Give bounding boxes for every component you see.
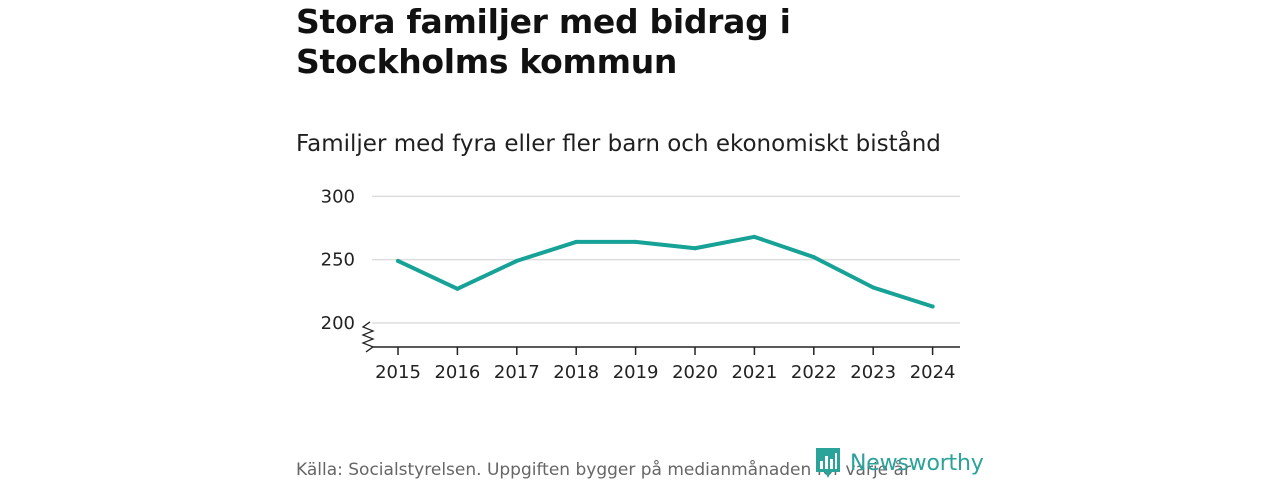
y-axis-labels: 200 250 300 <box>321 186 355 334</box>
axis-break-icon <box>361 321 375 353</box>
y-tick-label: 300 <box>321 186 355 207</box>
x-tick-label: 2019 <box>613 362 659 383</box>
x-tick-label: 2021 <box>731 362 777 383</box>
x-tick-label: 2020 <box>672 362 718 383</box>
series-layer <box>396 234 935 309</box>
data-point <box>811 255 816 260</box>
data-point <box>693 246 697 251</box>
x-tick-label: 2016 <box>434 362 480 383</box>
headline: Stora familjer med bidrag i Stockholms k… <box>296 2 791 81</box>
x-tick-label: 2015 <box>375 362 421 383</box>
data-point <box>514 258 519 263</box>
x-tick-label: 2023 <box>850 362 896 383</box>
data-point <box>752 234 757 239</box>
x-tick-label: 2024 <box>910 362 956 383</box>
data-point <box>633 239 638 244</box>
gridlines <box>372 195 960 324</box>
data-point <box>930 304 935 309</box>
data-point <box>871 285 876 290</box>
newsworthy-logo[interactable]: Newsworthy <box>814 446 984 480</box>
y-tick-label: 250 <box>321 250 355 271</box>
data-point <box>396 258 400 263</box>
logo-text: Newsworthy <box>850 450 984 476</box>
x-tick-label: 2017 <box>494 362 540 383</box>
x-axis-labels: 2015 2016 2017 2018 2019 2020 2021 2022 2023 2024 <box>375 362 955 383</box>
data-point <box>574 239 579 244</box>
x-axis <box>361 321 960 355</box>
x-tick-label: 2022 <box>791 362 837 383</box>
data-point <box>455 286 460 291</box>
series-line <box>396 234 935 309</box>
chart-title: Familjer med fyra eller fler barn och ek… <box>296 131 941 157</box>
x-tick-label: 2018 <box>553 362 599 383</box>
y-tick-label: 200 <box>321 313 355 334</box>
newsworthy-logo-icon <box>816 448 840 478</box>
source-note: Källa: Socialstyrelsen. Uppgiften bygger… <box>296 460 911 480</box>
